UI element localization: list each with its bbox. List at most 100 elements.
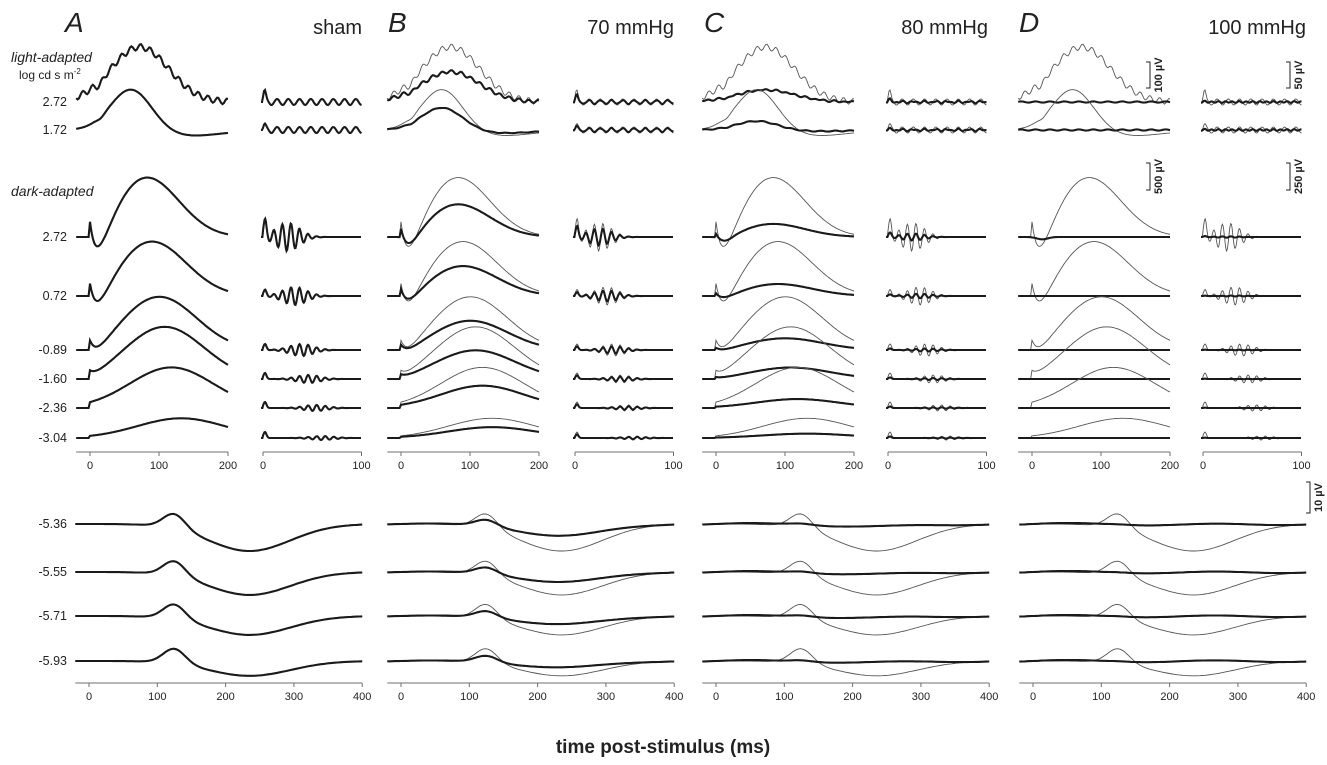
sham-dark-treated-trace (76, 417, 229, 440)
sham-light-op-treated-trace (260, 87, 362, 107)
80-mmhg-scotopic-treated-trace (702, 570, 990, 576)
light-intensity-label: 2.72 (43, 95, 67, 109)
scale-bar-light-op-label: 50 µV (1293, 60, 1305, 90)
100-mmhg-light-control-trace (1017, 43, 1171, 105)
70-mmhg-scotopic-tick-label: 0 (398, 691, 404, 703)
70-mmhg-waveform-tick-label: 200 (530, 460, 548, 472)
panel-a-condition: sham (313, 17, 362, 39)
sham-dark-op-treated-trace (261, 400, 361, 413)
70-mmhg-light-control-trace (386, 43, 540, 105)
sham-op-tick-label: 0 (260, 460, 266, 472)
80-mmhg-scotopic-treated-trace (702, 614, 990, 620)
dark-intensity-label: -3.04 (39, 431, 68, 445)
sham-dark-control-trace (76, 296, 229, 351)
80-mmhg-scotopic-tick-label: 100 (775, 691, 793, 703)
100-mmhg-waveform-tick-label: 0 (1029, 460, 1035, 472)
sham-light-treated-trace (75, 43, 229, 106)
80-mmhg-dark-treated-trace (702, 337, 855, 352)
70-mmhg-scotopic-tick-label: 100 (460, 691, 478, 703)
sham-light-op-treated-trace (261, 121, 362, 135)
70-mmhg-dark-control-trace (387, 177, 540, 247)
sham-dark-control-trace (76, 241, 229, 302)
sham-waveform-tick-label: 100 (150, 460, 168, 472)
100-mmhg-scotopic-treated-trace (1019, 613, 1307, 619)
70-mmhg-scotopic-tick-label: 200 (528, 691, 546, 703)
scotopic-intensity-label: -5.93 (39, 654, 68, 668)
scale-bar-dark-waveform (1146, 162, 1151, 191)
80-mmhg-dark-treated-trace (702, 222, 855, 242)
80-mmhg-dark-control-trace (702, 366, 855, 409)
sham-dark-op-treated-trace (261, 430, 361, 442)
dark-adapted-label: dark-adapted (11, 183, 95, 199)
sham-scotopic-treated-trace (75, 647, 363, 677)
100-mmhg-dark-op-control-trace (1201, 401, 1301, 412)
80-mmhg-dark-treated-trace (702, 398, 855, 410)
100-mmhg-dark-op-control-trace (1201, 217, 1301, 253)
100-mmhg-scotopic-tick-label: 100 (1092, 691, 1110, 703)
80-mmhg-dark-op-treated-trace (886, 376, 986, 381)
70-mmhg-waveform-tick-label: 100 (461, 460, 479, 472)
100-mmhg-dark-control-trace (1018, 417, 1171, 439)
80-mmhg-scotopic-tick-label: 400 (980, 691, 998, 703)
80-mmhg-light-op-treated-trace (885, 97, 987, 105)
panel-c-letter: C (704, 7, 725, 38)
scale-bar-dark-waveform-label: 500 µV (1153, 158, 1165, 194)
80-mmhg-dark-control-trace (702, 326, 855, 380)
70-mmhg-scotopic-treated-trace (387, 610, 675, 626)
100-mmhg-scotopic-tick-label: 400 (1297, 691, 1315, 703)
80-mmhg-dark-treated-trace (702, 432, 855, 440)
70-mmhg-dark-treated-trace (387, 265, 540, 300)
intensity-units-exponent: -2 (74, 67, 82, 76)
sham-scotopic-treated-trace (75, 560, 363, 596)
80-mmhg-scotopic-control-trace (702, 560, 990, 596)
70-mmhg-scotopic-tick-label: 400 (665, 691, 683, 703)
70-mmhg-scotopic-treated-trace (387, 566, 675, 584)
scale-bar-dark-op-label: 250 µV (1293, 158, 1305, 194)
100-mmhg-light-op-control-trace (1201, 89, 1302, 106)
light-adapted-label: light-adapted (11, 49, 93, 65)
100-mmhg-scotopic-control-trace (1019, 648, 1307, 677)
70-mmhg-dark-op-treated-trace (573, 289, 673, 303)
80-mmhg-light-treated-trace (701, 119, 855, 133)
80-mmhg-light-op-control-trace (886, 89, 987, 106)
100-mmhg-dark-control-trace (1018, 326, 1171, 380)
panel-d-letter: D (1019, 7, 1039, 38)
x-axis-title: time post-stimulus (ms) (556, 737, 770, 758)
70-mmhg-waveform-tick-label: 0 (398, 460, 404, 472)
80-mmhg-waveform-tick-label: 200 (845, 460, 863, 472)
100-mmhg-light-treated-trace (1017, 128, 1171, 132)
80-mmhg-dark-control-trace (702, 417, 855, 439)
70-mmhg-dark-treated-trace (387, 319, 540, 352)
80-mmhg-light-op-treated-trace (885, 126, 987, 133)
80-mmhg-dark-op-treated-trace (886, 347, 986, 353)
80-mmhg-waveform-tick-label: 0 (713, 460, 719, 472)
100-mmhg-dark-treated-trace (1018, 235, 1170, 241)
70-mmhg-dark-treated-trace (387, 349, 540, 381)
80-mmhg-dark-op-treated-trace (886, 435, 986, 440)
70-mmhg-dark-control-trace (387, 296, 540, 351)
70-mmhg-light-op-treated-trace (573, 124, 674, 134)
70-mmhg-light-op-treated-trace (572, 92, 674, 106)
dark-intensity-label: -1.60 (39, 372, 68, 386)
70-mmhg-scotopic-treated-trace (387, 518, 675, 537)
100-mmhg-waveform-tick-label: 200 (1161, 460, 1179, 472)
70-mmhg-scotopic-control-trace (387, 560, 675, 596)
100-mmhg-scotopic-control-trace (1019, 603, 1307, 636)
80-mmhg-dark-treated-trace (702, 366, 855, 381)
sham-dark-op-treated-trace (261, 285, 361, 307)
70-mmhg-dark-control-trace (387, 366, 540, 409)
100-mmhg-dark-op-treated-trace (1201, 377, 1301, 381)
100-mmhg-dark-control-trace (1018, 241, 1171, 302)
80-mmhg-dark-op-treated-trace (886, 292, 986, 300)
100-mmhg-dark-op-treated-trace (1201, 348, 1301, 352)
dark-intensity-label: -2.36 (39, 401, 68, 415)
sham-waveform-tick-label: 200 (219, 460, 237, 472)
100-mmhg-dark-control-trace (1018, 177, 1171, 247)
100-mmhg-dark-control-trace (1018, 296, 1171, 351)
70-mmhg-op-tick-label: 0 (572, 460, 578, 472)
80-mmhg-op-tick-label: 100 (977, 460, 995, 472)
80-mmhg-dark-op-treated-trace (886, 405, 986, 410)
100-mmhg-scotopic-tick-label: 200 (1160, 691, 1178, 703)
100-mmhg-scotopic-control-trace (1019, 513, 1307, 552)
